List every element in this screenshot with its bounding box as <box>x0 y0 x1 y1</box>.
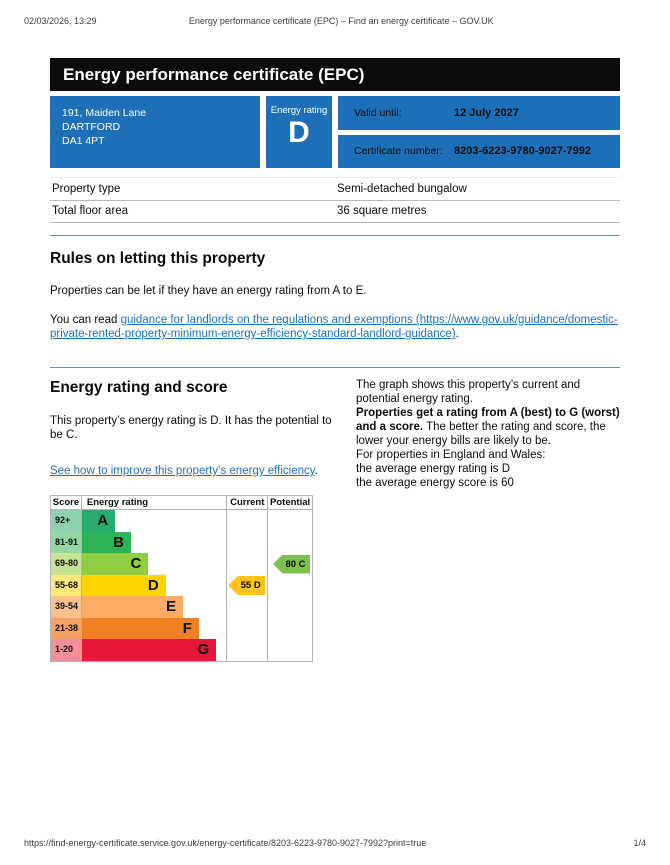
print-datetime: 02/03/2026, 13:29 <box>24 16 97 26</box>
print-page-title: Energy performance certificate (EPC) – F… <box>188 16 494 26</box>
valid-until-value: 12 July 2027 <box>454 106 519 119</box>
row-label: Total floor area <box>52 205 129 217</box>
score-cell: 39-54 <box>51 596 81 618</box>
row-value: Semi-detached bungalow <box>337 182 467 195</box>
section-divider <box>50 235 620 236</box>
guidance-link-prefix: You can read <box>50 314 121 326</box>
rating-explanation-rest: The better the rating and score, the low… <box>356 421 606 447</box>
chart-header-potential: Potential <box>270 497 311 508</box>
rating-explanation-bold: Properties get a rating from A (best) to… <box>356 407 620 433</box>
score-cell: 69-80 <box>51 553 81 575</box>
graph-description-text: The graph shows this property’s current … <box>356 379 581 405</box>
print-url: https://find-energy-certificate.service.… <box>24 838 427 848</box>
rating-band-bar: C <box>81 553 149 575</box>
print-page-number: 1/4 <box>633 838 646 848</box>
rating-band-bar: A <box>81 510 116 532</box>
letting-rules-text: Properties can be let if they have an en… <box>50 285 367 297</box>
row-label: Property type <box>52 182 121 195</box>
letting-rules-heading: Rules on letting this property <box>50 250 266 267</box>
rating-band-row: G <box>81 639 226 661</box>
certificate-page: Energy performance certificate (EPC) 191… <box>50 0 620 662</box>
score-cell: 92+ <box>51 510 81 532</box>
certificate-number-label: Certificate number: <box>354 145 443 158</box>
rating-band-bar: E <box>81 596 183 618</box>
certificate-summary: 191, Maiden Lane DARTFORD DA1 4PT Energy… <box>50 96 620 168</box>
certificate-number-value: 8203-6223-9780-9027-7992 <box>454 145 592 158</box>
rating-explanation-text: Properties get a rating from A (best) to… <box>356 406 620 448</box>
score-cell: 1-20 <box>51 639 81 661</box>
chart-header-energy-rating: Energy rating <box>82 496 228 509</box>
guidance-link-suffix: . <box>455 328 459 340</box>
improve-link-suffix: . <box>314 465 318 477</box>
rating-band-row: A <box>81 510 226 532</box>
chart-header-score: Score <box>51 496 82 509</box>
property-address: 191, Maiden Lane DARTFORD DA1 4PT <box>50 96 260 168</box>
valid-until-label: Valid until: <box>354 106 402 119</box>
score-cell: 55-68 <box>51 574 81 596</box>
current-rating-arrow: 55 D <box>228 576 266 595</box>
guidance-paragraph: You can read guidance for landlords on t… <box>50 313 620 341</box>
guidance-link[interactable]: guidance for landlords on the regulation… <box>50 314 618 340</box>
rating-section-heading: Energy rating and score <box>50 379 228 396</box>
certificate-number-row: Certificate number: 8203-6223-9780-9027-… <box>338 134 620 168</box>
rating-band-row: F <box>81 617 226 639</box>
average-rating-text: the average energy rating is D the avera… <box>356 463 514 489</box>
rating-band-row: E <box>81 596 226 618</box>
improve-paragraph: See how to improve this property’s energ… <box>50 464 332 478</box>
epc-rating-chart: Score Energy rating Current Potential 92… <box>50 495 313 662</box>
browser-print-header: 02/03/2026, 13:29 Energy performance cer… <box>24 16 646 26</box>
rating-band-row: D <box>81 574 226 596</box>
rating-column-right: The graph shows this property’s current … <box>356 378 620 662</box>
rating-band-bar: F <box>81 617 199 639</box>
valid-until-row: Valid until: 12 July 2027 <box>338 96 620 130</box>
rating-intro-text: This property’s energy rating is D. It h… <box>50 415 332 441</box>
chart-header-row: Score Energy rating Current Potential <box>51 496 312 510</box>
energy-rating-value: D <box>288 116 310 149</box>
table-row: Total floor area 36 square metres <box>50 201 620 223</box>
rating-band-bar: B <box>81 531 131 553</box>
browser-print-footer: https://find-energy-certificate.service.… <box>24 838 646 848</box>
energy-rating-panel: Energy rating D <box>266 96 332 168</box>
current-rating-column: 55 D <box>227 510 269 661</box>
score-column: 92+ 81-91 69-80 55-68 39-54 21-38 1-20 <box>51 510 82 661</box>
page-title: Energy performance certificate (EPC) <box>50 58 620 91</box>
improve-efficiency-link[interactable]: See how to improve this property’s energ… <box>50 465 315 477</box>
property-table: Property type Semi-detached bungalow Total… <box>50 177 620 223</box>
rating-band-row: C <box>81 553 226 575</box>
table-row: Property type Semi-detached bungalow <box>50 178 620 201</box>
certificate-meta: Valid until: 12 July 2027 Certificate nu… <box>338 96 620 168</box>
england-wales-text: For properties in England and Wales: <box>356 449 546 461</box>
potential-rating-column: 80 C <box>268 510 312 661</box>
rating-band-bar: D <box>81 574 166 596</box>
section-divider <box>50 367 620 368</box>
row-value: 36 square metres <box>337 205 427 217</box>
energy-rating-label: Energy rating <box>270 105 328 116</box>
potential-rating-arrow: 80 C <box>273 554 310 574</box>
rating-band-bar: G <box>81 639 217 661</box>
rating-column-left: Energy rating and score This property’s … <box>50 378 332 662</box>
score-cell: 81-91 <box>51 531 81 553</box>
rating-band-row: B <box>81 531 226 553</box>
score-cell: 21-38 <box>51 617 81 639</box>
chart-header-current: Current <box>227 496 269 509</box>
